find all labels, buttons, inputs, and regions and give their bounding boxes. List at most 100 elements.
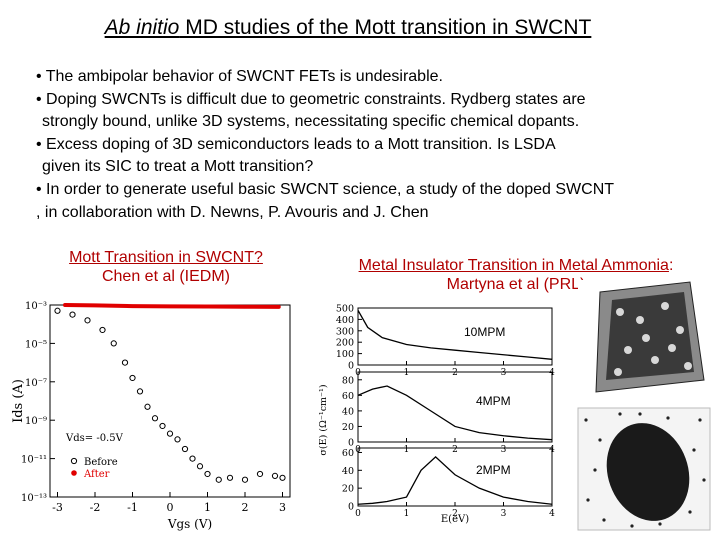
snapshot-2mpm-atom — [618, 412, 622, 416]
snapshot-2mpm-atom — [688, 510, 692, 514]
energy-x-tick-label: 0 — [355, 509, 361, 519]
bullet-3: • Excess doping of 3D semiconductors lea… — [36, 135, 556, 153]
legend-before-marker — [70, 457, 78, 465]
sigma-y-tick-label: 20 — [342, 484, 354, 495]
before-data-point — [110, 340, 117, 347]
ids-y-tick-label: 10⁻³ — [25, 301, 47, 312]
sigma-y-tick-label: 400 — [336, 315, 354, 326]
before-data-point — [204, 470, 211, 478]
bullet-1: • The ambipolar behavior of SWCNT FETs i… — [36, 68, 443, 85]
ids-y-tick-label: 10⁻¹¹ — [21, 455, 47, 466]
bullet-2-cont: strongly bound, unlike 3D systems, neces… — [42, 113, 580, 131]
before-data-point — [159, 422, 166, 430]
bullet-4-cont: , in collaboration with D. Newns, P. Avo… — [36, 203, 429, 221]
sigma-y-tick-label: 40 — [342, 406, 354, 417]
ids-y-tick-label: 10⁻¹³ — [21, 493, 47, 504]
sigma-y-tick-label: 40 — [342, 466, 354, 477]
right-caption-title: Metal Insulator Transition in Metal Ammo… — [358, 257, 669, 274]
energy-x-tick-label: 2 — [452, 445, 458, 455]
snapshot-10mpm-core — [606, 292, 694, 380]
sigma-y-tick-label: 60 — [342, 448, 354, 459]
before-data-point — [84, 317, 91, 324]
left-caption-citation: Chen et al (IEDM) — [101, 268, 231, 285]
title-italic-part: Ab initio — [104, 16, 180, 39]
vgs-x-tick-label: 2 — [242, 501, 249, 514]
snapshot-2mpm-atom — [638, 412, 642, 416]
ids-y-tick-label: 10⁻⁷ — [25, 378, 47, 389]
sigma-y-tick-label: 80 — [342, 375, 354, 386]
sigma-y-tick-label: 300 — [336, 326, 354, 337]
conductivity-panel-frame — [357, 371, 553, 443]
ids-y-tick-label: 10⁻⁵ — [25, 339, 47, 350]
vgs-x-tick-label: -2 — [90, 501, 101, 514]
conductivity-panel-frame — [357, 447, 553, 507]
snapshot-10mpm-void — [636, 316, 644, 324]
snapshot-2mpm-atom — [702, 478, 706, 482]
left-figure-caption: Mott Transition in SWCNT? Chen et al (IE… — [40, 248, 292, 286]
vgs-x-tick-label: 0 — [167, 501, 174, 514]
snapshot-10mpm-void — [614, 368, 622, 376]
before-data-point — [279, 474, 286, 481]
snapshot-2mpm-cluster — [606, 423, 690, 521]
energy-x-tick-label: 2 — [452, 509, 458, 519]
vgs-x-tick-label: -1 — [127, 501, 138, 514]
snapshot-2mpm-atom — [598, 438, 602, 442]
ids-y-axis-label: Ids (A) — [11, 379, 26, 423]
energy-x-axis-label: E(eV) — [441, 514, 469, 525]
before-data-point — [54, 307, 61, 314]
legend-before-label: Before — [84, 457, 118, 468]
panel-label-4mpm: 4MPM — [476, 394, 511, 408]
simulation-images — [577, 280, 711, 531]
before-data-point — [226, 474, 234, 481]
before-data-point — [196, 463, 204, 470]
snapshot-2mpm-atom — [630, 524, 634, 528]
before-data-point — [174, 436, 181, 443]
bullet-3-cont: given its SIC to treat a Mott transition… — [42, 158, 314, 176]
sigma-curve — [357, 309, 553, 360]
left-caption-title: Mott Transition in SWCNT? — [69, 249, 263, 266]
right-caption-citation: Martyna et al (PRL) — [446, 276, 586, 293]
snapshot-2mpm-atom — [692, 448, 696, 452]
energy-x-tick-label: 4 — [549, 509, 555, 519]
bullet-2: • Doping SWCNTs is difficult due to geom… — [36, 90, 586, 108]
before-data-point — [151, 415, 159, 422]
before-data-point — [215, 476, 222, 483]
bullet-list: • The ambipolar behavior of SWCNT FETs i… — [36, 66, 696, 224]
snapshot-10mpm-void — [668, 344, 676, 352]
snapshot-10mpm-void — [676, 326, 684, 334]
before-data-point — [144, 403, 151, 410]
before-data-point — [271, 472, 279, 479]
before-data-point — [181, 445, 189, 453]
sigma-curve — [357, 385, 553, 441]
sigma-y-tick-label: 0 — [348, 361, 354, 372]
legend-after-marker — [71, 470, 77, 476]
sigma-y-tick-label: 60 — [342, 391, 354, 402]
energy-x-tick-label: 1 — [404, 445, 410, 455]
sigma-y-tick-label: 500 — [336, 304, 354, 315]
title-rest: MD studies of the Mott transition in SWC… — [179, 16, 592, 39]
energy-x-tick-label: 3 — [501, 368, 507, 378]
sigma-y-tick-label: 100 — [336, 349, 354, 360]
ids-vgs-chart: 10⁻³ 10⁻⁵ 10⁻⁷ 10⁻⁹ 10⁻¹¹ 10⁻¹³ -3 -2 -1 0 1 2 3 Vgs … — [11, 301, 291, 531]
snapshot-2mpm-atom — [666, 416, 670, 420]
snapshot-10mpm-void — [661, 302, 669, 310]
bullet-4: • In order to generate useful basic SWCN… — [36, 180, 615, 198]
before-data-point — [99, 326, 106, 334]
vds-annotation: Vds= -0.5V — [65, 433, 124, 444]
sigma-curve — [357, 456, 553, 505]
snapshot-2mpm-atom — [602, 518, 606, 522]
sigma-y-tick-label: 200 — [336, 338, 354, 349]
legend-after-label: After — [83, 469, 110, 480]
snapshot-10mpm-void — [684, 362, 692, 370]
before-data-point — [189, 455, 196, 462]
snapshot-2mpm-atom — [584, 418, 588, 422]
snapshot-10mpm-void — [616, 308, 624, 316]
right-figure-caption: Metal Insulator Transition in Metal Ammo… — [316, 256, 716, 294]
vgs-x-axis-label: Vgs (V) — [167, 517, 212, 531]
snapshot-2mpm-atom — [593, 468, 597, 472]
snapshot-10mpm-void — [651, 356, 659, 364]
before-data-point — [121, 359, 129, 366]
snapshot-10mpm-void — [642, 334, 650, 342]
energy-x-tick-label: 1 — [404, 368, 410, 378]
